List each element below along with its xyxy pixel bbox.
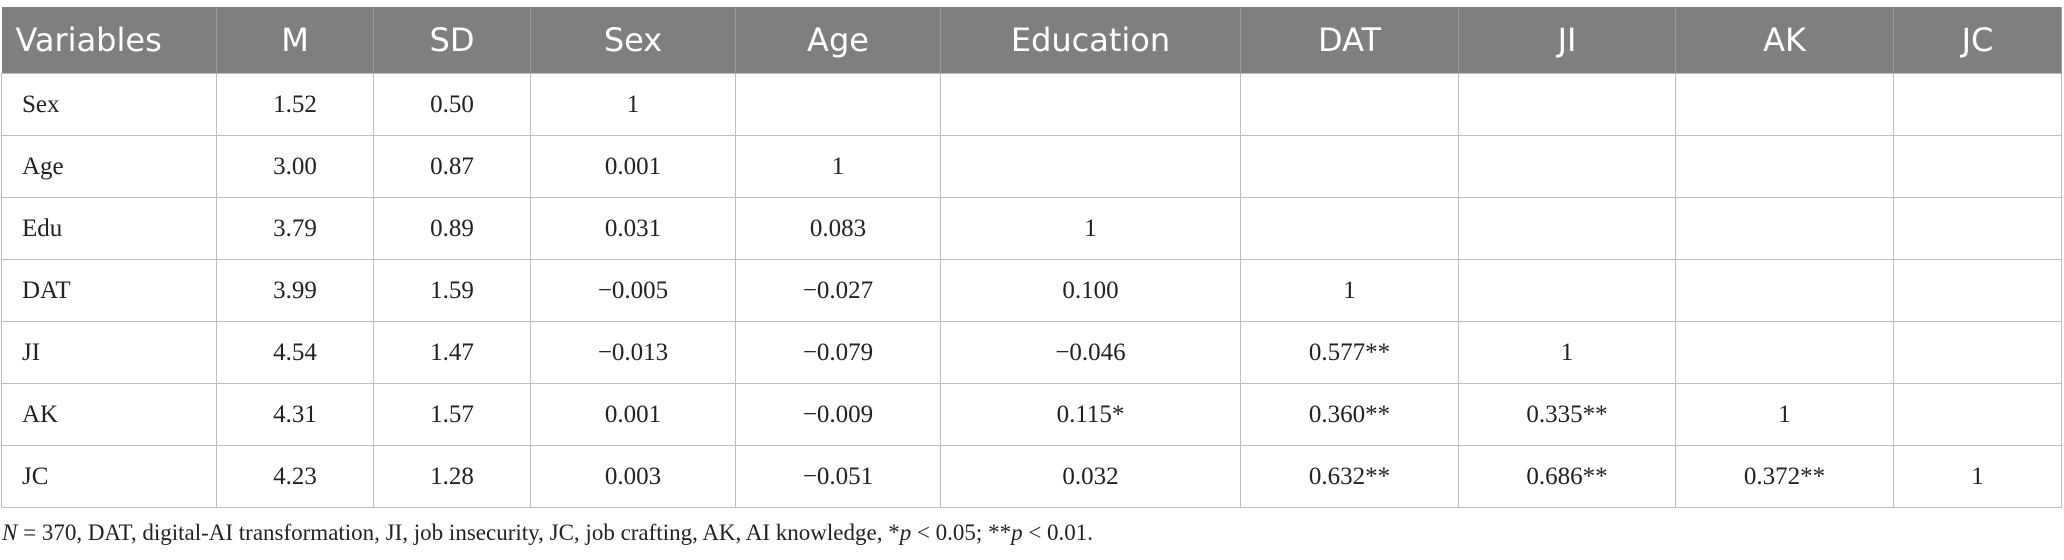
table-cell: JC	[1, 445, 217, 508]
table-cell: 1	[735, 135, 941, 198]
table-row: JI 4.54 1.47 −0.013 −0.079 −0.046 0.577** 1	[1, 321, 2062, 384]
empty-cell	[1893, 259, 2062, 322]
table-row: AK 4.31 1.57 0.001 −0.009 0.115* 0.360** 0.335*…	[1, 383, 2062, 446]
footnote-part: < 0.01.	[1022, 520, 1094, 545]
table-cell: 0.001	[530, 383, 736, 446]
table-cell: 0.360**	[1240, 383, 1459, 446]
header-cell: Variables	[1, 7, 217, 74]
table-cell: 0.115*	[940, 383, 1241, 446]
table-cell: 4.23	[216, 445, 374, 508]
empty-cell	[1240, 73, 1459, 136]
header-cell: SD	[373, 7, 531, 74]
table-cell: 0.003	[530, 445, 736, 508]
correlation-table: Variables M SD Sex Age Education DAT JI AK JC Sex…	[1, 7, 2062, 508]
table-row: JC 4.23 1.28 0.003 −0.051 0.032 0.632** 0.686**…	[1, 445, 2062, 508]
empty-cell	[1458, 73, 1676, 136]
table-cell: 1	[530, 73, 736, 136]
footnote: N = 370, DAT, digital-AI transformation,…	[2, 520, 1093, 546]
empty-cell	[1240, 197, 1459, 260]
table-cell: 1	[940, 197, 1241, 260]
table-cell: −0.046	[940, 321, 1241, 384]
table-row: Sex 1.52 0.50 1	[1, 73, 2062, 136]
table-row: Edu 3.79 0.89 0.031 0.083 1	[1, 197, 2062, 260]
table-row: DAT 3.99 1.59 −0.005 −0.027 0.100 1	[1, 259, 2062, 322]
footnote-part: p	[1011, 520, 1023, 545]
table-cell: 1	[1675, 383, 1894, 446]
empty-cell	[1893, 73, 2062, 136]
header-cell: JC	[1893, 7, 2062, 74]
table-cell: −0.005	[530, 259, 736, 322]
empty-cell	[1458, 259, 1676, 322]
table-cell: Edu	[1, 197, 217, 260]
table-cell: 0.083	[735, 197, 941, 260]
table-cell: 0.372**	[1675, 445, 1894, 508]
footnote-part: < 0.05; **	[911, 520, 1012, 545]
footnote-part: N	[2, 520, 18, 545]
table-cell: 3.99	[216, 259, 374, 322]
empty-cell	[1893, 383, 2062, 446]
table-cell: 0.50	[373, 73, 531, 136]
table-cell: 1.57	[373, 383, 531, 446]
table-cell: 0.686**	[1458, 445, 1676, 508]
table-cell: Sex	[1, 73, 217, 136]
table-cell: 4.31	[216, 383, 374, 446]
empty-cell	[940, 73, 1241, 136]
table-cell: 4.54	[216, 321, 374, 384]
table-cell: 0.001	[530, 135, 736, 198]
table-cell: −0.009	[735, 383, 941, 446]
table-row: Age 3.00 0.87 0.001 1	[1, 135, 2062, 198]
header-cell: DAT	[1240, 7, 1459, 74]
empty-cell	[1893, 321, 2062, 384]
table-cell: −0.051	[735, 445, 941, 508]
footnote-part: = 370, DAT, digital-AI transformation, J…	[17, 520, 900, 545]
table-cell: 1.52	[216, 73, 374, 136]
table-cell: 0.87	[373, 135, 531, 198]
empty-cell	[1458, 135, 1676, 198]
table-cell: −0.013	[530, 321, 736, 384]
table-body: Sex 1.52 0.50 1 Age 3.00 0.87 0.001 1 Edu 3.79 0.89…	[1, 73, 2062, 508]
table-cell: 0.632**	[1240, 445, 1459, 508]
table-cell: Age	[1, 135, 217, 198]
empty-cell	[1675, 197, 1894, 260]
table-cell: 0.031	[530, 197, 736, 260]
header-row: Variables M SD Sex Age Education DAT JI AK JC	[1, 7, 2062, 74]
table-cell: −0.079	[735, 321, 941, 384]
table-cell: 1.47	[373, 321, 531, 384]
empty-cell	[1675, 73, 1894, 136]
table-cell: 1	[1240, 259, 1459, 322]
table-cell: 1.28	[373, 445, 531, 508]
empty-cell	[1893, 197, 2062, 260]
table-cell: 1	[1893, 445, 2062, 508]
table-cell: 0.335**	[1458, 383, 1676, 446]
empty-cell	[940, 135, 1241, 198]
empty-cell	[1675, 259, 1894, 322]
header-cell: Education	[940, 7, 1241, 74]
header-cell: Age	[735, 7, 941, 74]
empty-cell	[1675, 321, 1894, 384]
table-cell: 0.032	[940, 445, 1241, 508]
table-cell: 0.100	[940, 259, 1241, 322]
table-cell: 1	[1458, 321, 1676, 384]
header-cell: AK	[1675, 7, 1894, 74]
header-cell: JI	[1458, 7, 1676, 74]
table-cell: −0.027	[735, 259, 941, 322]
table-cell: 0.577**	[1240, 321, 1459, 384]
empty-cell	[1458, 197, 1676, 260]
empty-cell	[1240, 135, 1459, 198]
table-cell: JI	[1, 321, 217, 384]
empty-cell	[1675, 135, 1894, 198]
table-cell: 3.00	[216, 135, 374, 198]
header-cell: M	[216, 7, 374, 74]
table-cell: DAT	[1, 259, 217, 322]
table-cell: 1.59	[373, 259, 531, 322]
header-cell: Sex	[530, 7, 736, 74]
table-cell: 3.79	[216, 197, 374, 260]
table-cell: AK	[1, 383, 217, 446]
footnote-part: p	[899, 520, 912, 545]
table-cell: 0.89	[373, 197, 531, 260]
empty-cell	[1893, 135, 2062, 198]
empty-cell	[735, 73, 941, 136]
